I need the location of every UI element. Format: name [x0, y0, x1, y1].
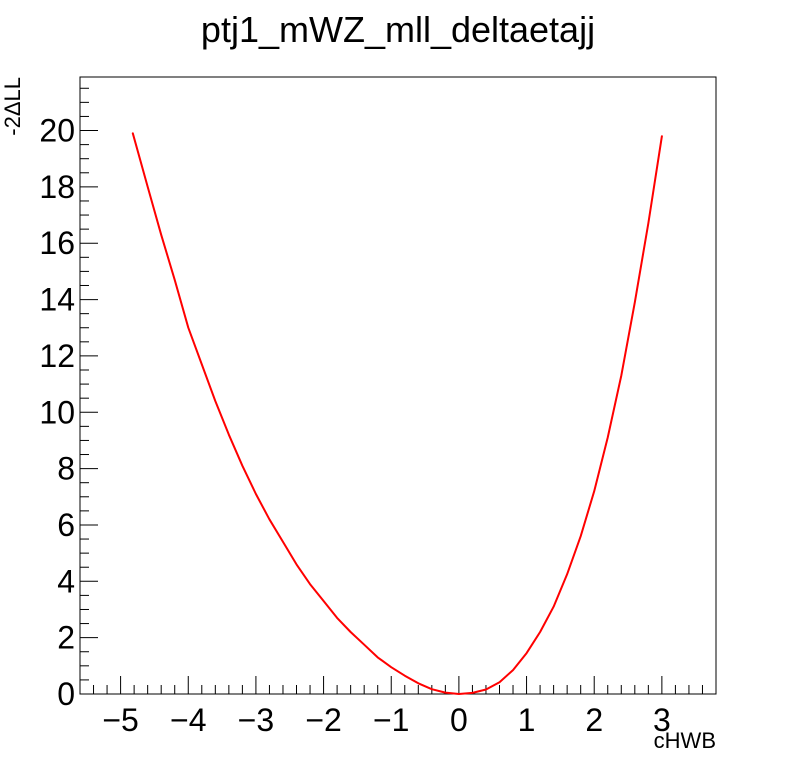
x-tick-label: −4	[170, 702, 206, 738]
y-axis-label: -2ΔLL	[0, 77, 25, 136]
series-layer	[131, 132, 663, 695]
y-tick-label: 10	[39, 394, 75, 430]
x-tick-label: −1	[373, 702, 409, 738]
x-tick-label: −2	[305, 702, 341, 738]
y-tick-label: 12	[39, 338, 75, 374]
y-tick-label: 0	[57, 676, 75, 712]
frame	[79, 76, 717, 695]
y-tick-label: 18	[39, 169, 75, 205]
y-tick-label: 6	[57, 507, 75, 543]
y-tick-label: 2	[57, 620, 75, 656]
y-tick-label: 8	[57, 451, 75, 487]
x-tick-label: 2	[585, 702, 603, 738]
y-tick-label: 4	[57, 563, 75, 599]
x-tick-label: −3	[238, 702, 274, 738]
y-tick-label: 14	[39, 282, 75, 318]
x-tick-label: 1	[518, 702, 536, 738]
x-tick-label: 0	[450, 702, 468, 738]
x-axis-label: cHWB	[654, 728, 716, 753]
x-tick-label: 3	[653, 702, 671, 738]
x-tick-label: −5	[102, 702, 138, 738]
series-line	[131, 132, 663, 695]
y-tick-label: 16	[39, 225, 75, 261]
axis-ticks	[79, 87, 717, 695]
y-tick-label: 20	[39, 113, 75, 149]
chart-title: ptj1_mWZ_mll_deltaetajj	[201, 9, 595, 50]
